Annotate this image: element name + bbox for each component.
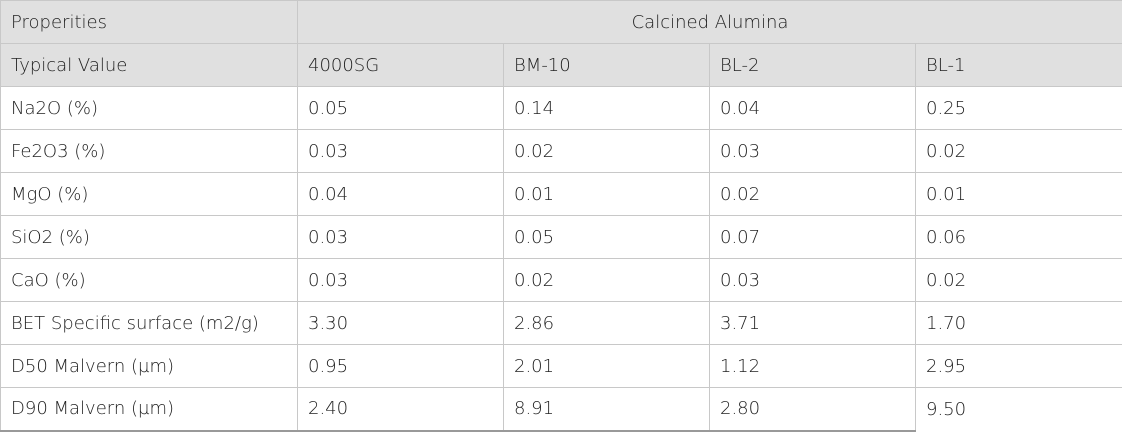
value-cell: 2.01 [503, 344, 710, 388]
value-cell: 0.14 [503, 86, 710, 130]
value-cell: 0.04 [297, 172, 504, 216]
column-header: BL-1 [914, 43, 1122, 87]
value-cell: 0.25 [914, 86, 1122, 130]
column-header: Typical Value [0, 43, 298, 87]
table-row: BET Specific surface (m2/g) 3.30 2.86 3.71 1… [0, 301, 1122, 345]
value-cell: 0.03 [709, 129, 916, 173]
table-row: Properities Calcined Alumina [0, 0, 1122, 44]
value-cell: 0.04 [709, 86, 916, 130]
value-cell: 2.95 [914, 344, 1122, 388]
value-cell: 8.91 [503, 387, 710, 432]
value-cell: 0.01 [503, 172, 710, 216]
column-header: 4000SG [297, 43, 504, 87]
value-cell: 0.95 [297, 344, 504, 388]
value-cell: 0.02 [503, 258, 710, 302]
value-cell: 0.03 [297, 258, 504, 302]
value-cell: 0.03 [709, 258, 916, 302]
value-cell: 2.86 [503, 301, 710, 345]
row-label: CaO (%) [0, 258, 298, 302]
value-cell: 0.03 [297, 129, 504, 173]
value-cell: 0.05 [297, 86, 504, 130]
value-cell: 9.50 [914, 387, 1122, 431]
column-header: BL-2 [709, 43, 916, 87]
value-cell: 0.02 [709, 172, 916, 216]
table-row: SiO2 (%) 0.03 0.05 0.07 0.06 [0, 215, 1122, 259]
row-label: SiO2 (%) [0, 215, 298, 259]
row-label: D50 Malvern (µm) [0, 344, 298, 388]
table-row: Fe2O3 (%) 0.03 0.02 0.03 0.02 [0, 129, 1122, 173]
value-cell: 1.70 [914, 301, 1122, 345]
row-label: MgO (%) [0, 172, 298, 216]
value-cell: 0.02 [914, 258, 1122, 302]
value-cell: 2.40 [297, 387, 504, 432]
table-row: Na2O (%) 0.05 0.14 0.04 0.25 [0, 86, 1122, 130]
row-label: BET Specific surface (m2/g) [0, 301, 298, 345]
group-header-cell: Calcined Alumina [296, 0, 1122, 44]
value-cell: 2.80 [709, 387, 916, 432]
table-row: Typical Value 4000SG BM-10 BL-2 BL-1 [0, 43, 1122, 87]
table-row: MgO (%) 0.04 0.01 0.02 0.01 [0, 172, 1122, 216]
value-cell: 0.05 [503, 215, 710, 259]
value-cell: 0.01 [914, 172, 1122, 216]
value-cell: 0.07 [709, 215, 916, 259]
value-cell: 3.71 [709, 301, 916, 345]
value-cell: 0.03 [297, 215, 504, 259]
row-label: Na2O (%) [0, 86, 298, 130]
value-cell: 0.06 [914, 215, 1122, 259]
value-cell: 0.02 [914, 129, 1122, 173]
value-cell: 3.30 [297, 301, 504, 345]
table-row: CaO (%) 0.03 0.02 0.03 0.02 [0, 258, 1122, 302]
properties-table: Properities Calcined Alumina Typical Value… [0, 0, 1122, 432]
value-cell: 0.02 [503, 129, 710, 173]
row-label: Fe2O3 (%) [0, 129, 298, 173]
table-row: D90 Malvern (µm) 2.40 8.91 2.80 9.50 [0, 387, 1122, 432]
row-label: D90 Malvern (µm) [0, 387, 298, 432]
header-cell: Properities [0, 0, 298, 44]
value-cell: 1.12 [709, 344, 916, 388]
table-row: D50 Malvern (µm) 0.95 2.01 1.12 2.95 [0, 344, 1122, 388]
column-header: BM-10 [503, 43, 710, 87]
